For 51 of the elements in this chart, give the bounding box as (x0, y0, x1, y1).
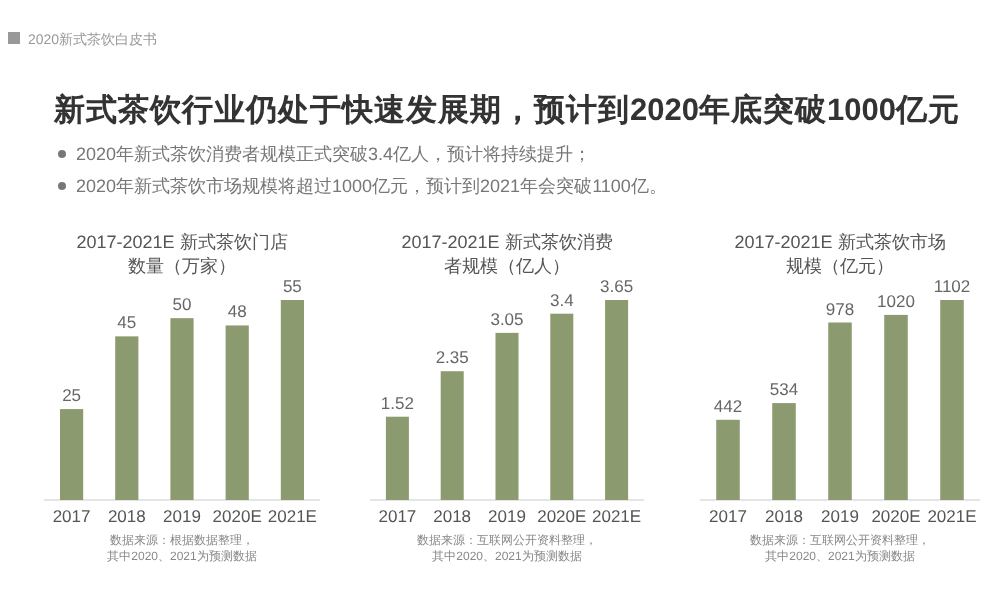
data-label: 3.4 (549, 289, 575, 310)
x-tick-label: 2021E (592, 506, 642, 526)
text: 2020年新式茶饮市场规模将超过1000亿元，预计到2021年会突破1100亿。 (76, 176, 667, 196)
data-label: 1020 (877, 290, 916, 311)
bar (828, 322, 852, 500)
x-tick-label: 2020E (537, 506, 588, 526)
data-label: 1.52 (380, 392, 415, 413)
data-label: 48 (227, 301, 248, 322)
x-tick-label: 2020E (871, 506, 922, 526)
bar (716, 419, 740, 500)
x-tick-label: 2020E (212, 506, 263, 526)
bar (440, 371, 464, 500)
chart-title: 2017-2021E 新式茶饮市场规模（亿元） (734, 232, 946, 276)
x-tick-label: 2017 (52, 506, 92, 526)
x-tick-label: 2021E (267, 506, 318, 526)
bar (225, 325, 249, 500)
x-tick-label: 2018 (765, 506, 804, 526)
x-tick-label: 2019 (821, 506, 860, 526)
data-label: 442 (713, 395, 743, 416)
data-label: 45 (117, 312, 137, 333)
bar (170, 318, 194, 500)
bar (385, 416, 409, 500)
x-tick-label: 2019 (488, 506, 527, 526)
x-tick-label: 2019 (163, 506, 202, 526)
bar (884, 314, 908, 500)
bar (940, 300, 964, 500)
data-label: 2.35 (435, 347, 470, 368)
bar (605, 300, 629, 500)
data-label: 534 (769, 379, 799, 400)
chart-title: 2017-2021E 新式茶饮门店数量（万家） (76, 232, 288, 276)
data-label: 3.05 (490, 308, 525, 329)
bar (60, 409, 84, 500)
data-label: 25 (62, 385, 82, 406)
x-tick-label: 2021E (927, 506, 978, 526)
data-label: 3.65 (600, 276, 634, 296)
bar (115, 336, 139, 500)
text: 2020年新式茶饮消费者规模正式突破3.4亿人，预计将持续提升； (76, 144, 592, 164)
chart-title: 2017-2021E 新式茶饮消费者规模（亿人） (401, 232, 613, 276)
data-label: 1102 (933, 276, 971, 296)
x-tick-label: 2017 (378, 506, 417, 526)
bar (495, 332, 519, 500)
text: 新式茶饮行业仍处于快速发展期，预计到2020年底突破1000亿元 (52, 92, 960, 128)
bar (772, 403, 796, 500)
x-tick-label: 2018 (433, 506, 472, 526)
bar (280, 300, 304, 500)
x-tick-label: 2018 (107, 506, 147, 526)
bar (550, 313, 574, 500)
data-label: 50 (172, 294, 192, 315)
x-tick-label: 2017 (709, 506, 748, 526)
data-label: 978 (825, 298, 855, 319)
data-label: 55 (282, 276, 303, 296)
